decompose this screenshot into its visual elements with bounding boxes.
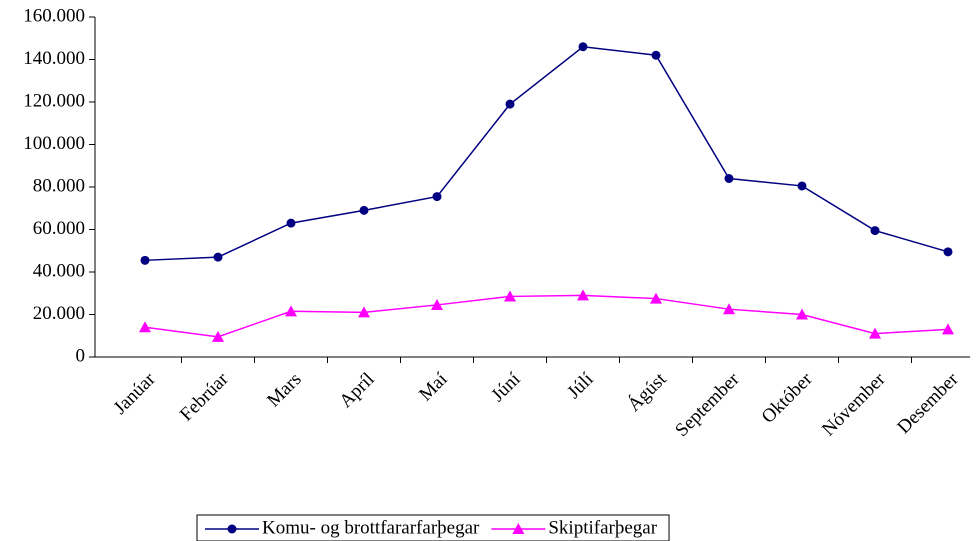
y-tick-label: 80.000: [33, 175, 85, 196]
x-tick-label: Apríl: [335, 369, 378, 412]
x-tick-label: Júní: [487, 368, 525, 406]
legend-label: Komu- og brottfararfarþegar: [262, 517, 480, 538]
legend-label: Skiptifarþegar: [548, 517, 657, 538]
legend-box: [196, 514, 670, 541]
marker: [578, 42, 588, 52]
marker: [139, 321, 151, 333]
x-tick-label: Október: [758, 368, 817, 427]
marker: [797, 181, 807, 191]
series-line: [144, 294, 949, 338]
x-tick-label: Mars: [263, 369, 305, 411]
x-tick-label: Nóvember: [818, 368, 890, 440]
x-tick-label: September: [671, 368, 744, 441]
marker: [359, 205, 369, 215]
x-tick-label: Ágúst: [623, 368, 671, 416]
y-tick-label: 140.000: [23, 48, 85, 69]
marker: [140, 255, 150, 265]
marker: [358, 306, 370, 318]
y-tick-label: 40.000: [33, 260, 85, 281]
marker: [504, 290, 516, 302]
marker: [286, 218, 296, 228]
y-tick-label: 160.000: [23, 5, 85, 26]
x-tick-label: Febrúar: [176, 368, 233, 425]
x-tick-label: Desember: [893, 368, 963, 438]
marker: [577, 289, 589, 301]
x-tick-label: Júlí: [563, 368, 598, 403]
marker: [869, 327, 881, 339]
marker: [431, 298, 443, 310]
marker: [723, 303, 735, 315]
marker: [870, 226, 880, 236]
marker: [212, 330, 224, 342]
y-tick-label: 20.000: [33, 303, 85, 324]
legend: Komu- og brottfararfarþegar Skiptifarþega…: [196, 514, 670, 541]
y-tick-label: 100.000: [23, 133, 85, 154]
marker: [796, 308, 808, 320]
series-line: [144, 45, 949, 262]
marker: [650, 292, 662, 304]
marker: [942, 323, 954, 335]
legend-marker: [227, 524, 237, 534]
y-tick-label: 120.000: [23, 90, 85, 111]
marker: [651, 50, 661, 60]
marker: [505, 99, 515, 109]
legend-marker: [512, 523, 525, 534]
y-tick-label: 0: [76, 345, 86, 366]
marker: [213, 252, 223, 262]
y-tick-label: 60.000: [33, 218, 85, 239]
marker: [285, 305, 297, 317]
x-tick-label: Maí: [415, 368, 452, 405]
marker: [943, 247, 953, 257]
marker: [724, 174, 734, 183]
marker: [432, 192, 442, 202]
x-tick-label: Janúar: [110, 368, 160, 418]
